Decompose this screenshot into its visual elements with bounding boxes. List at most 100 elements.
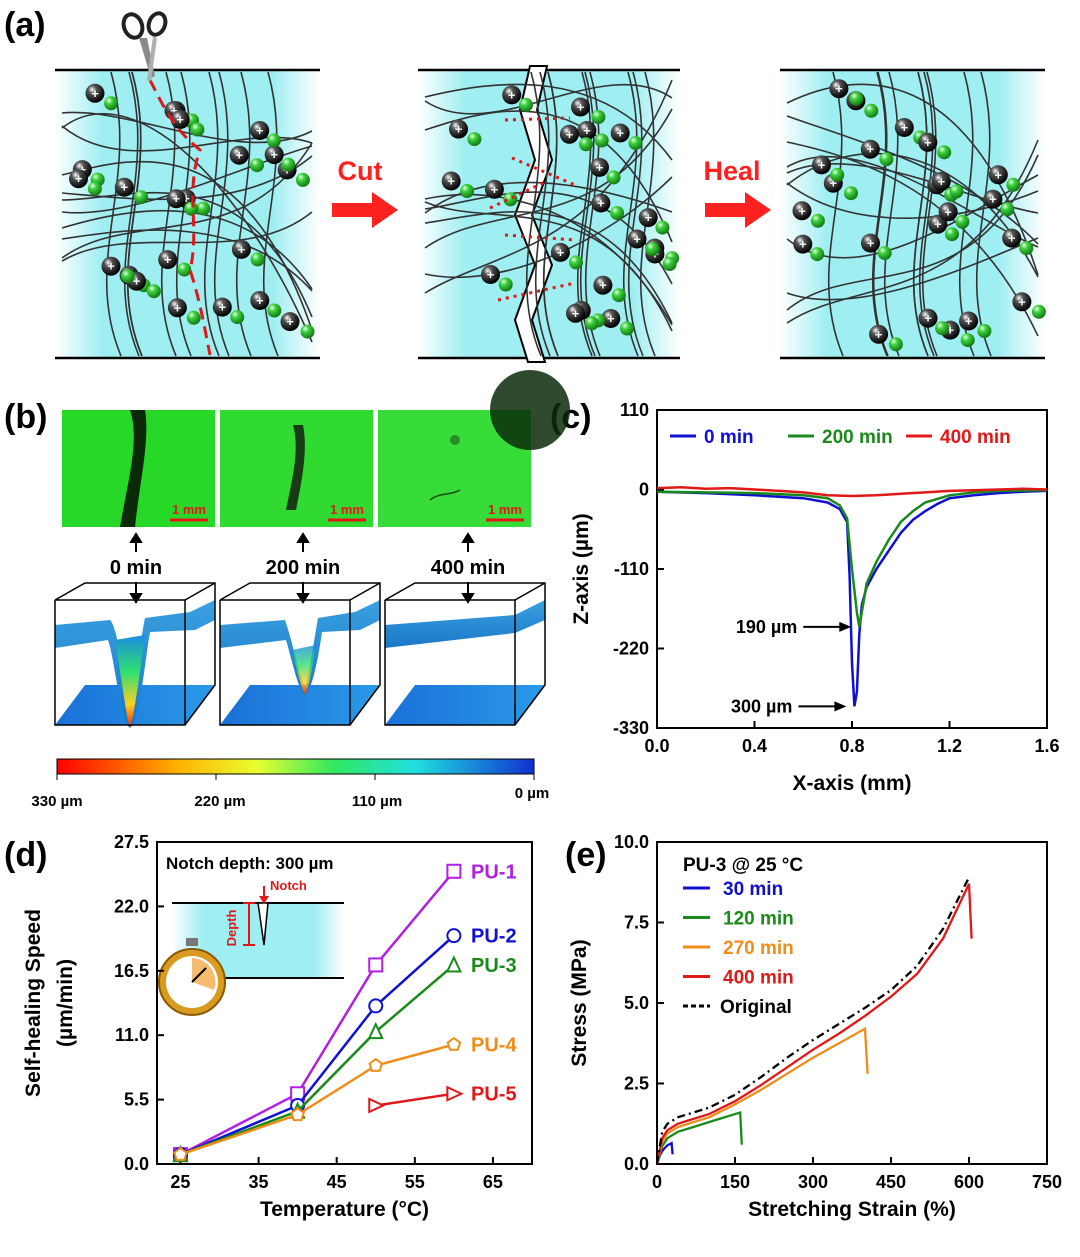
anion-bead: [184, 201, 199, 216]
anion-bead: [190, 122, 205, 137]
series-line-Original: [655, 876, 971, 1165]
cation-bead: [85, 83, 105, 103]
cation-plus: +: [867, 236, 875, 251]
cation-bead: [101, 256, 121, 276]
stopwatch-icon: [158, 938, 226, 1016]
chart-c-plot-area: 0.0 0.4 0.8 1.2 1.6 110 0 -110 -220 -330 X-axis (m…: [570, 400, 1060, 795]
cation-plus: +: [995, 167, 1003, 182]
anion-bead: [300, 324, 315, 339]
anion-bead: [579, 137, 593, 152]
y-tick-label: 5.5: [124, 1090, 149, 1110]
polymer-chain: [105, 71, 122, 357]
cation-bead: [167, 298, 187, 318]
cation-bead: [983, 189, 1003, 209]
marker-triangle: [367, 1021, 384, 1040]
cut-arrow-label: Cut: [338, 156, 383, 186]
heal-arrow-label: Heal: [703, 156, 760, 186]
anion-bead: [1000, 202, 1015, 217]
cation-plus: +: [447, 174, 455, 189]
surface-3d-0min: [54, 582, 216, 728]
cation-plus: +: [174, 300, 182, 315]
cation-plus: +: [599, 278, 607, 293]
polymer-chain: [126, 71, 143, 357]
polymer-chain: [786, 237, 1039, 301]
cation-bead: [550, 242, 570, 262]
annotation-label: 300 µm: [731, 696, 792, 716]
series-line-PU-5: [375, 1092, 455, 1107]
series-line-400-min: [656, 486, 1048, 498]
cation-bead: [502, 85, 522, 105]
cation-plus: +: [835, 81, 843, 96]
cation-bead: [601, 309, 621, 328]
legend-label: 0 min: [704, 427, 754, 448]
y-axis-label-unit: (µm/min): [54, 959, 77, 1047]
y-tick-label: 0: [639, 480, 649, 500]
anion-bead: [177, 262, 192, 277]
anion-bead: [519, 97, 533, 112]
cation-plus: +: [172, 191, 180, 206]
anion-bead: [1019, 241, 1034, 256]
micrograph-200min: [220, 410, 373, 527]
broken-bond-dots: [489, 116, 576, 302]
polymer-chain: [61, 229, 313, 292]
legend-title: PU-3 @ 25 °C: [683, 855, 803, 876]
cation-plus: +: [79, 162, 87, 177]
cation-plus: +: [596, 160, 604, 175]
polymer-chain: [424, 210, 673, 324]
cation-bead: [566, 303, 585, 323]
time-labels: 0 min 200 min 400 min: [110, 557, 505, 579]
cation-plus: +: [270, 147, 278, 162]
polymer-chain: [871, 71, 888, 357]
polymer-network: + + + + + + + + + + + + + + + + + + + + + + + + + + + + + + + + + + + + + + + +…: [61, 71, 1046, 357]
anion-bead: [849, 91, 864, 106]
anion-bead: [864, 103, 879, 118]
panel-a-schematic: + + + + + + + + + + + + + + + + + + + + + + + + + + + + + + + + + + + + + + + +…: [55, 11, 1046, 363]
legend-label: 200 min: [822, 427, 893, 448]
cation-bead: [170, 110, 190, 129]
y-tick-label: 7.5: [624, 913, 649, 933]
anion-bead: [460, 184, 475, 198]
polymer-chain: [61, 211, 313, 262]
series-label: PU-3: [471, 955, 517, 977]
anion-bead: [230, 310, 245, 325]
cation-plus: +: [256, 123, 264, 138]
cation-bead: [481, 265, 500, 284]
polymer-chain: [213, 71, 230, 357]
legend-label: Original: [720, 997, 792, 1018]
x-tick-label: 55: [405, 1172, 425, 1192]
cation-plus: +: [989, 192, 997, 207]
y-axis-label: Z-axis (µm): [570, 513, 593, 624]
polymer-chain: [786, 83, 1039, 276]
cation-plus: +: [901, 120, 909, 135]
legend-label: 30 min: [723, 879, 783, 900]
y-axis-label: Self-healing Speed: [22, 909, 45, 1097]
cation-bead: [792, 201, 812, 221]
cation-plus: +: [170, 103, 178, 118]
y-tick-label: 5.0: [624, 993, 649, 1013]
series-line-200-min: [656, 488, 1048, 628]
micrograph-400min: [378, 370, 570, 527]
cation-bead: [860, 139, 880, 159]
y-tick-label: 10.0: [614, 832, 649, 852]
cation-bead: [988, 165, 1008, 185]
polymer-chain: [786, 115, 1039, 245]
cation-bead: [931, 171, 951, 191]
cation-bead: [918, 308, 938, 328]
cation-bead: [593, 275, 613, 295]
inset-notch-label: Notch: [270, 878, 307, 893]
anion-bead: [655, 220, 670, 235]
cation-bead: [264, 145, 284, 165]
annotation-label: 190 µm: [736, 617, 797, 637]
polymer-chain: [424, 83, 673, 161]
cation-bead: [280, 312, 300, 332]
polymer-chain: [622, 71, 639, 357]
cation-plus: +: [583, 123, 591, 138]
anion-bead: [955, 214, 970, 229]
gel-block-healed: [780, 68, 1045, 360]
plot-frame: [656, 841, 1048, 1165]
anion-bead: [888, 337, 903, 352]
anion-bead: [186, 310, 201, 325]
polymer-chain: [912, 71, 929, 357]
cation-bead: [627, 229, 647, 249]
